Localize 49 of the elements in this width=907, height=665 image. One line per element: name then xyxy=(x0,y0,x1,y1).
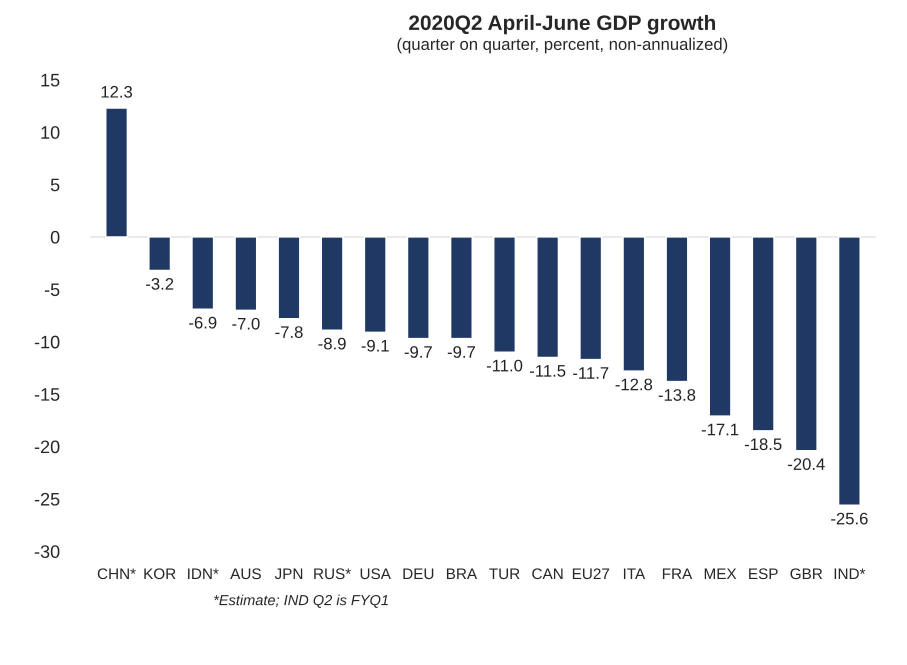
y-tick-label: -5 xyxy=(44,283,60,296)
data-label: -3.2 xyxy=(146,278,174,290)
x-tick-label: AUS xyxy=(230,568,261,580)
x-tick-label: TUR xyxy=(489,568,520,580)
x-tick-label: CAN xyxy=(532,568,563,580)
data-label: -7.0 xyxy=(232,318,260,330)
y-tick-label: -30 xyxy=(34,545,60,558)
x-tick-label: KOR xyxy=(144,568,176,580)
data-label: 12.3 xyxy=(102,86,132,98)
x-tick-label: FRA xyxy=(662,568,692,580)
y-tick-label: -25 xyxy=(34,492,60,506)
x-tick-label: ITA xyxy=(624,568,646,580)
x-tick-label: ESP xyxy=(749,568,778,580)
x-tick-label: CHN* xyxy=(98,568,136,580)
x-tick-label: GBR xyxy=(790,568,822,580)
x-tick-label: IDN* xyxy=(188,568,219,580)
data-label: -6.9 xyxy=(189,316,216,329)
y-tick-label: -10 xyxy=(34,336,60,348)
data-label: -9.1 xyxy=(362,340,389,352)
x-tick-label: USA xyxy=(360,568,391,580)
y-tick-label: 5 xyxy=(50,178,60,192)
x-tick-label: RUS* xyxy=(314,568,351,580)
chart-subtitle: (quarter on quarter, percent, non-annualized) xyxy=(398,38,728,54)
data-label: -17.1 xyxy=(702,424,738,436)
x-tick-label: MEX xyxy=(704,568,736,580)
x-tick-label: DEU xyxy=(403,568,434,580)
chart-title: 2020Q2 April-June GDP growth xyxy=(409,14,716,34)
data-label: -25.6 xyxy=(831,512,868,524)
text: *Estimate; IND Q2 is FYQ1 xyxy=(214,594,388,608)
data-label: -7.8 xyxy=(275,326,303,338)
x-tick-label: JPN xyxy=(274,568,302,580)
x-tick-label: EU27 xyxy=(572,568,610,580)
data-label: -20.4 xyxy=(788,458,825,470)
data-label: -13.8 xyxy=(658,389,696,401)
x-tick-label: BRA xyxy=(446,568,478,580)
data-label: -8.9 xyxy=(318,338,346,350)
y-tick-label: 15 xyxy=(41,74,60,87)
data-label: -11.0 xyxy=(486,360,522,372)
data-label: -9.7 xyxy=(404,346,432,358)
x-tick-label: IND* xyxy=(834,568,866,580)
data-label: -11.5 xyxy=(530,365,566,377)
y-tick-label: 10 xyxy=(41,126,60,139)
y-tick-label: -20 xyxy=(34,440,60,454)
y-tick-label: -15 xyxy=(34,388,60,401)
data-label: -12.8 xyxy=(616,378,652,390)
data-label: -11.7 xyxy=(573,367,608,379)
data-label: -18.5 xyxy=(744,438,782,450)
data-label: -9.7 xyxy=(448,346,475,358)
y-tick-label: 0 xyxy=(50,230,60,244)
